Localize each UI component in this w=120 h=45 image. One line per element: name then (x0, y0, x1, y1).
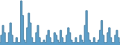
area-line (0, 1, 120, 43)
plot-area (0, 1, 120, 45)
area-fill (0, 1, 120, 45)
chart (0, 0, 120, 45)
